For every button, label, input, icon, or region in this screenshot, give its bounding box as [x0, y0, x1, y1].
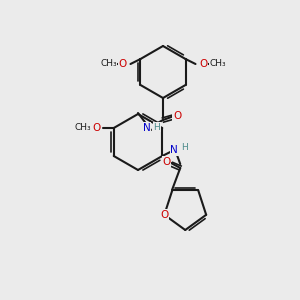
Text: H: H — [154, 122, 160, 131]
Text: O: O — [173, 111, 181, 121]
Text: O: O — [162, 157, 170, 167]
Text: CH₃: CH₃ — [100, 59, 117, 68]
Text: O: O — [118, 59, 127, 69]
Text: O: O — [160, 210, 169, 220]
Text: H: H — [181, 142, 188, 152]
Text: CH₃: CH₃ — [74, 124, 91, 133]
Text: O: O — [93, 123, 101, 133]
Text: CH₃: CH₃ — [209, 59, 226, 68]
Text: N: N — [170, 145, 178, 155]
Text: N: N — [143, 123, 151, 133]
Text: O: O — [200, 59, 208, 69]
